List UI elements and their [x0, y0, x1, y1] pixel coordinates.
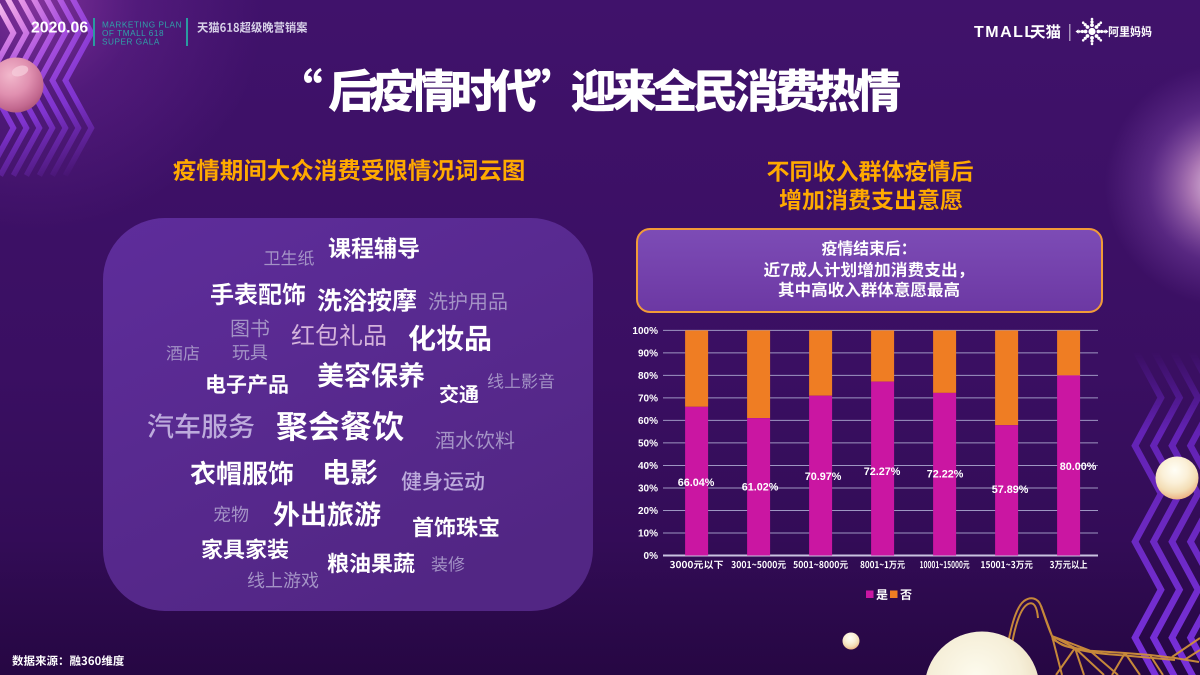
svg-text:40%: 40% [638, 461, 658, 472]
svg-text:70.97%: 70.97% [805, 471, 842, 483]
svg-text:72.22%: 72.22% [927, 468, 964, 480]
svg-text:66.04%: 66.04% [678, 477, 715, 489]
svg-text:80.00%: 80.00% [1060, 461, 1097, 473]
svg-text:50%: 50% [638, 439, 658, 450]
svg-text:72.27%: 72.27% [864, 466, 901, 478]
svg-text:100%: 100% [632, 326, 658, 337]
svg-text:SUPER GALA: SUPER GALA [102, 38, 160, 47]
svg-text:90%: 90% [638, 349, 658, 360]
svg-text:70%: 70% [638, 394, 658, 405]
svg-text:TMALL: TMALL [974, 24, 1036, 41]
svg-text:30%: 30% [638, 484, 658, 495]
svg-text:0%: 0% [644, 551, 659, 562]
svg-text:10%: 10% [638, 529, 658, 540]
svg-text:2020.06: 2020.06 [31, 20, 88, 37]
svg-text:MARKETING PLAN: MARKETING PLAN [102, 21, 182, 30]
svg-text:57.89%: 57.89% [992, 484, 1029, 496]
svg-text:OF TMALL 618: OF TMALL 618 [102, 29, 164, 38]
svg-text:20%: 20% [638, 506, 658, 517]
svg-text:60%: 60% [638, 416, 658, 427]
svg-text:61.02%: 61.02% [742, 481, 779, 493]
svg-text:80%: 80% [638, 371, 658, 382]
